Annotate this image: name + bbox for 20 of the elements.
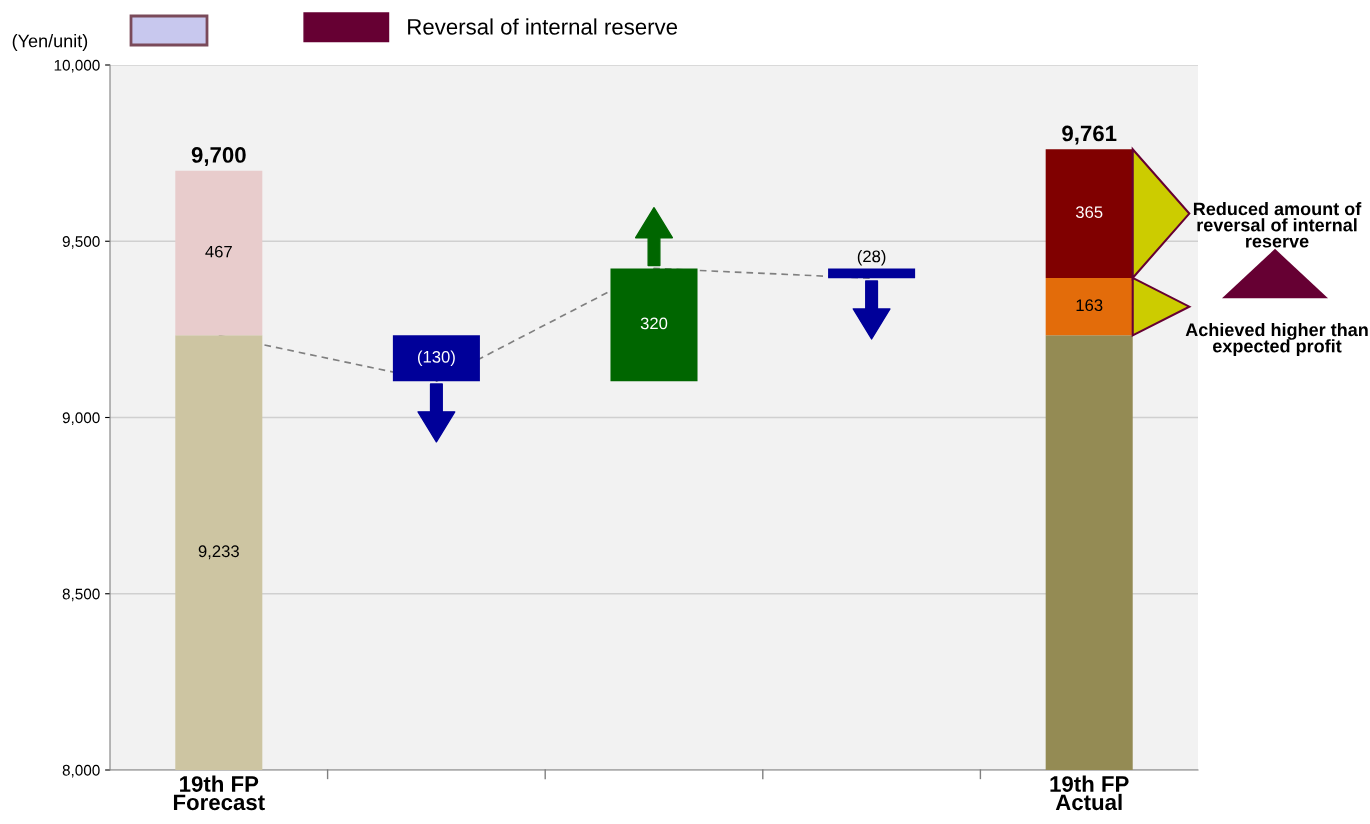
y-tick-label: 8,000 xyxy=(62,764,100,778)
text: Reversal of internal reserve xyxy=(408,18,678,35)
data-label: 365 xyxy=(1075,206,1103,219)
data-label: 9,233 xyxy=(198,545,239,560)
annotation: Reduced amount of reversal of internal reserve xyxy=(1193,202,1362,248)
y-tick-label: 8,500 xyxy=(62,588,100,602)
total-label: 9,700 xyxy=(191,147,246,167)
data-label: (130) xyxy=(417,350,455,367)
y-tick-label: 9,500 xyxy=(62,236,100,249)
x-tick-label: 19th FP Actual xyxy=(1050,775,1129,811)
x-tick-label: 19th FP Forecast xyxy=(173,775,265,811)
data-label: (28) xyxy=(857,250,886,266)
data-label: 163 xyxy=(1076,299,1103,312)
data-label: 467 xyxy=(205,245,232,258)
y-axis-title: (Yen/unit) xyxy=(12,34,88,51)
annotation: Achieved higher than expected profit xyxy=(1185,322,1368,357)
data-label: 320 xyxy=(640,317,668,330)
total-label: 9,761 xyxy=(1062,125,1117,145)
y-tick-label: 10,000 xyxy=(54,59,100,73)
y-tick-label: 9,000 xyxy=(62,412,100,425)
